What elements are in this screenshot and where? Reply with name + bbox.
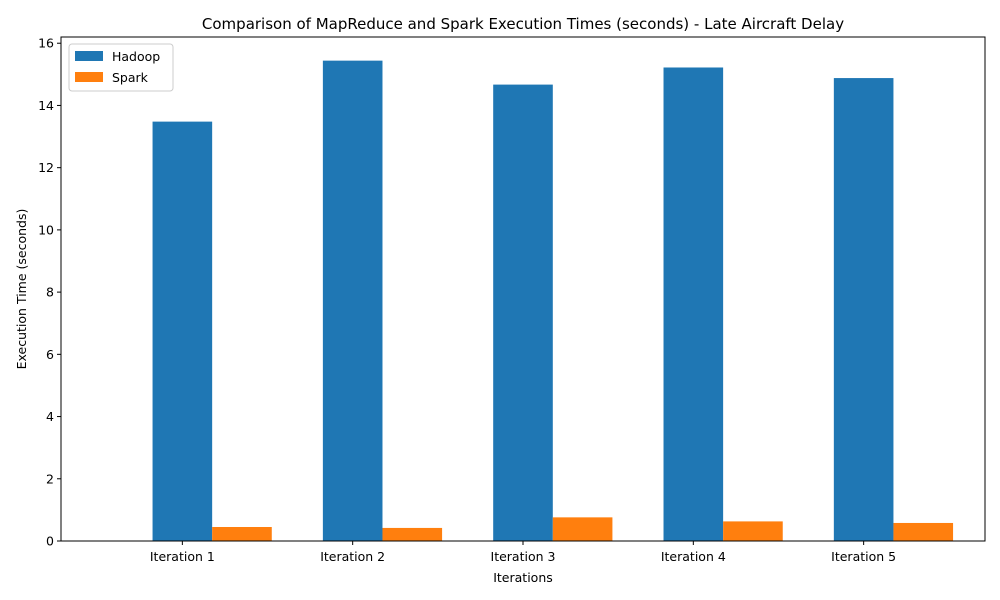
y-tick-label: 0: [46, 534, 54, 549]
bar-spark-2: [382, 527, 443, 541]
y-tick-label: 12: [38, 160, 54, 175]
x-tick-label: Iteration 4: [661, 549, 726, 564]
bar-hadoop-2: [322, 60, 383, 541]
x-tick-label: Iteration 1: [150, 549, 215, 564]
legend: Hadoop Spark: [68, 43, 174, 92]
legend-swatch-spark: [75, 72, 103, 82]
bar-spark-5: [893, 522, 954, 541]
chart-title: Comparison of MapReduce and Spark Execut…: [202, 15, 844, 33]
plot-area: [152, 60, 954, 542]
y-axis: 0 2 4 6 8 10 12 14 16: [38, 36, 61, 549]
y-axis-title: Execution Time (seconds): [14, 209, 29, 370]
bar-hadoop-1: [152, 121, 213, 542]
legend-label-hadoop: Hadoop: [112, 49, 160, 64]
plot-frame: [60, 36, 986, 542]
x-tick-label: Iteration 5: [831, 549, 896, 564]
bar-hadoop-3: [493, 84, 553, 541]
x-tick-label: Iteration 3: [491, 549, 556, 564]
y-tick-label: 14: [38, 98, 54, 113]
y-tick-label: 16: [38, 36, 54, 51]
bar-spark-4: [723, 521, 783, 541]
x-tick-label: Iteration 2: [320, 549, 385, 564]
bar-hadoop-4: [663, 67, 724, 542]
bar-spark-3: [552, 517, 613, 541]
bar-hadoop-5: [833, 78, 894, 541]
x-axis-title: Iterations: [493, 570, 553, 585]
legend-swatch-hadoop: [75, 51, 103, 61]
y-tick-label: 8: [46, 285, 54, 300]
x-axis: Iteration 1 Iteration 2 Iteration 3 Iterati…: [150, 541, 896, 564]
y-tick-label: 10: [38, 222, 54, 237]
legend-label-spark: Spark: [112, 70, 149, 85]
y-tick-label: 6: [46, 347, 54, 362]
bar-spark-1: [212, 527, 272, 541]
y-tick-label: 2: [46, 471, 54, 486]
y-tick-label: 4: [46, 409, 54, 424]
